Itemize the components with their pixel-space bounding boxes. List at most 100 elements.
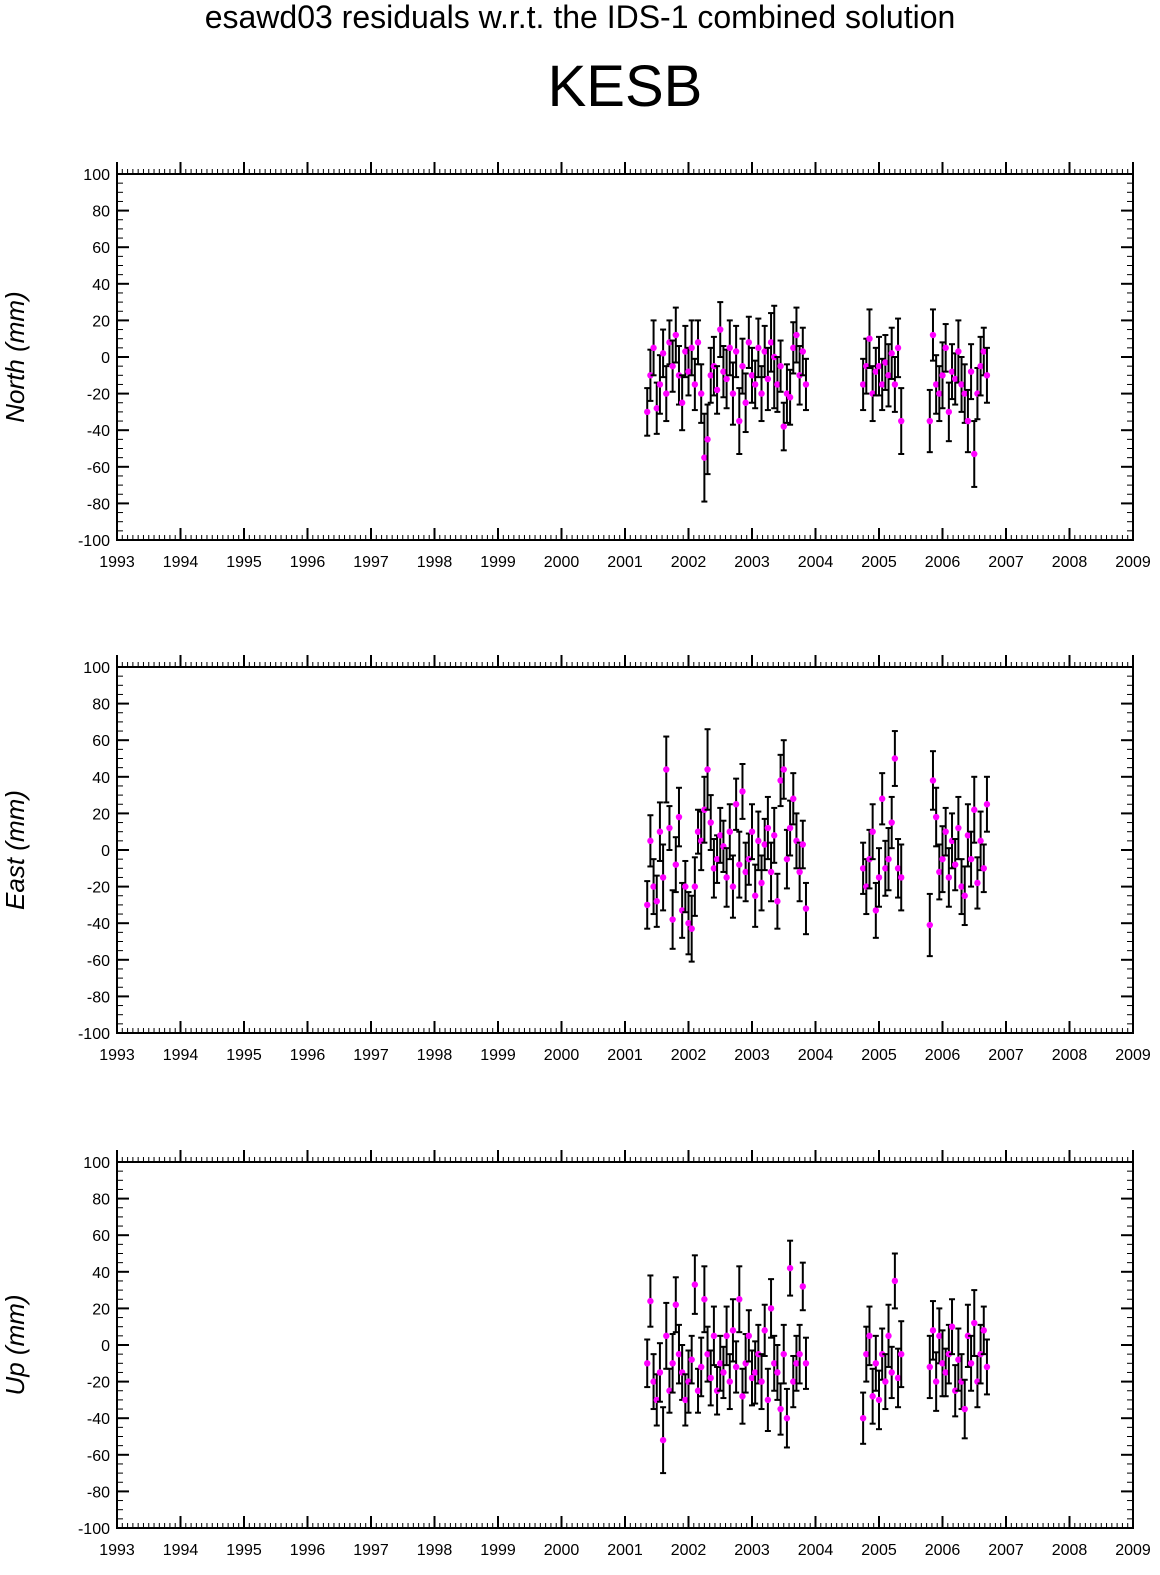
data-point <box>983 346 991 404</box>
data-point <box>796 1323 803 1385</box>
data-marker <box>980 865 987 872</box>
data-point <box>647 348 654 402</box>
data-marker <box>682 348 689 355</box>
y-tick-label: -100 <box>78 1521 110 1538</box>
data-point <box>729 854 737 919</box>
data-point <box>932 786 940 848</box>
data-point <box>894 317 902 379</box>
data-marker <box>958 883 965 890</box>
x-tick-label: 1994 <box>163 1047 199 1064</box>
data-point <box>891 1252 899 1310</box>
y-tick-label: 80 <box>92 1192 110 1209</box>
data-marker <box>774 381 781 388</box>
data-marker <box>945 874 953 881</box>
data-point <box>888 1345 895 1400</box>
data-point <box>767 1278 775 1339</box>
data-point <box>698 363 705 424</box>
data-marker <box>878 795 886 802</box>
x-tick-label: 2004 <box>798 1047 834 1064</box>
data-point <box>926 892 933 958</box>
data-point <box>713 365 721 415</box>
data-point <box>955 319 962 384</box>
data-marker <box>780 1350 787 1358</box>
data-point <box>742 841 749 903</box>
x-tick-label: 2002 <box>671 554 707 571</box>
data-point <box>691 357 699 412</box>
data-marker <box>755 837 762 845</box>
x-tick-label: 2006 <box>925 554 961 571</box>
data-marker <box>932 813 940 821</box>
data-marker <box>802 1360 810 1367</box>
data-marker <box>945 1350 953 1358</box>
data-marker <box>777 1405 784 1413</box>
x-tick-label: 2007 <box>988 1542 1024 1559</box>
data-marker <box>786 824 794 832</box>
data-marker <box>675 813 683 821</box>
data-marker <box>669 916 676 923</box>
data-marker <box>659 874 667 881</box>
y-tick-label: 40 <box>92 1265 110 1282</box>
data-point <box>758 854 765 912</box>
data-point <box>732 777 740 831</box>
data-marker <box>859 865 867 872</box>
data-marker <box>894 865 902 872</box>
data-point <box>958 356 965 413</box>
data-marker <box>872 1360 880 1367</box>
y-tick-label: 60 <box>92 1228 110 1245</box>
data-point <box>977 810 984 872</box>
data-point <box>688 894 695 963</box>
data-point <box>736 1265 743 1334</box>
data-point <box>761 817 768 872</box>
x-tick-label: 1999 <box>480 1542 516 1559</box>
data-point <box>980 1305 987 1356</box>
data-marker <box>777 362 784 370</box>
data-marker <box>647 837 654 845</box>
data-marker <box>682 883 689 890</box>
data-marker <box>656 381 664 388</box>
data-marker <box>961 892 968 899</box>
data-marker <box>955 348 962 355</box>
data-marker <box>955 1356 962 1363</box>
data-point <box>739 1367 746 1425</box>
data-marker <box>964 417 972 425</box>
data-marker <box>780 766 787 773</box>
data-point <box>888 795 895 850</box>
data-marker <box>802 381 810 388</box>
data-point <box>891 356 899 413</box>
data-point <box>701 412 708 503</box>
data-marker <box>958 381 965 388</box>
data-marker <box>790 795 797 802</box>
y-tick-label: -80 <box>87 989 110 1006</box>
data-point <box>758 365 765 423</box>
data-point <box>650 858 657 916</box>
data-marker <box>859 1415 867 1422</box>
data-marker <box>964 832 972 839</box>
data-marker <box>771 353 778 361</box>
data-point <box>786 1239 794 1297</box>
x-tick-label: 2004 <box>798 554 834 571</box>
data-point <box>720 1345 727 1400</box>
data-marker <box>751 381 759 388</box>
data-point <box>799 819 806 870</box>
data-point <box>710 335 718 397</box>
data-marker <box>875 362 883 370</box>
data-marker <box>790 1378 797 1385</box>
y-tick-label: 0 <box>101 843 110 860</box>
data-marker <box>650 883 657 890</box>
data-marker <box>952 375 959 383</box>
data-point <box>742 1333 749 1394</box>
data-point <box>675 1323 683 1385</box>
data-point <box>647 814 654 868</box>
data-marker <box>644 901 651 909</box>
data-point <box>771 806 778 864</box>
data-point <box>869 365 876 423</box>
data-point <box>717 806 724 864</box>
data-point <box>659 843 667 912</box>
data-point <box>866 828 873 890</box>
data-point <box>704 403 711 476</box>
data-marker <box>745 1332 753 1340</box>
data-marker <box>713 386 721 394</box>
data-point <box>875 847 883 908</box>
data-marker <box>688 925 695 932</box>
data-marker <box>742 399 749 406</box>
